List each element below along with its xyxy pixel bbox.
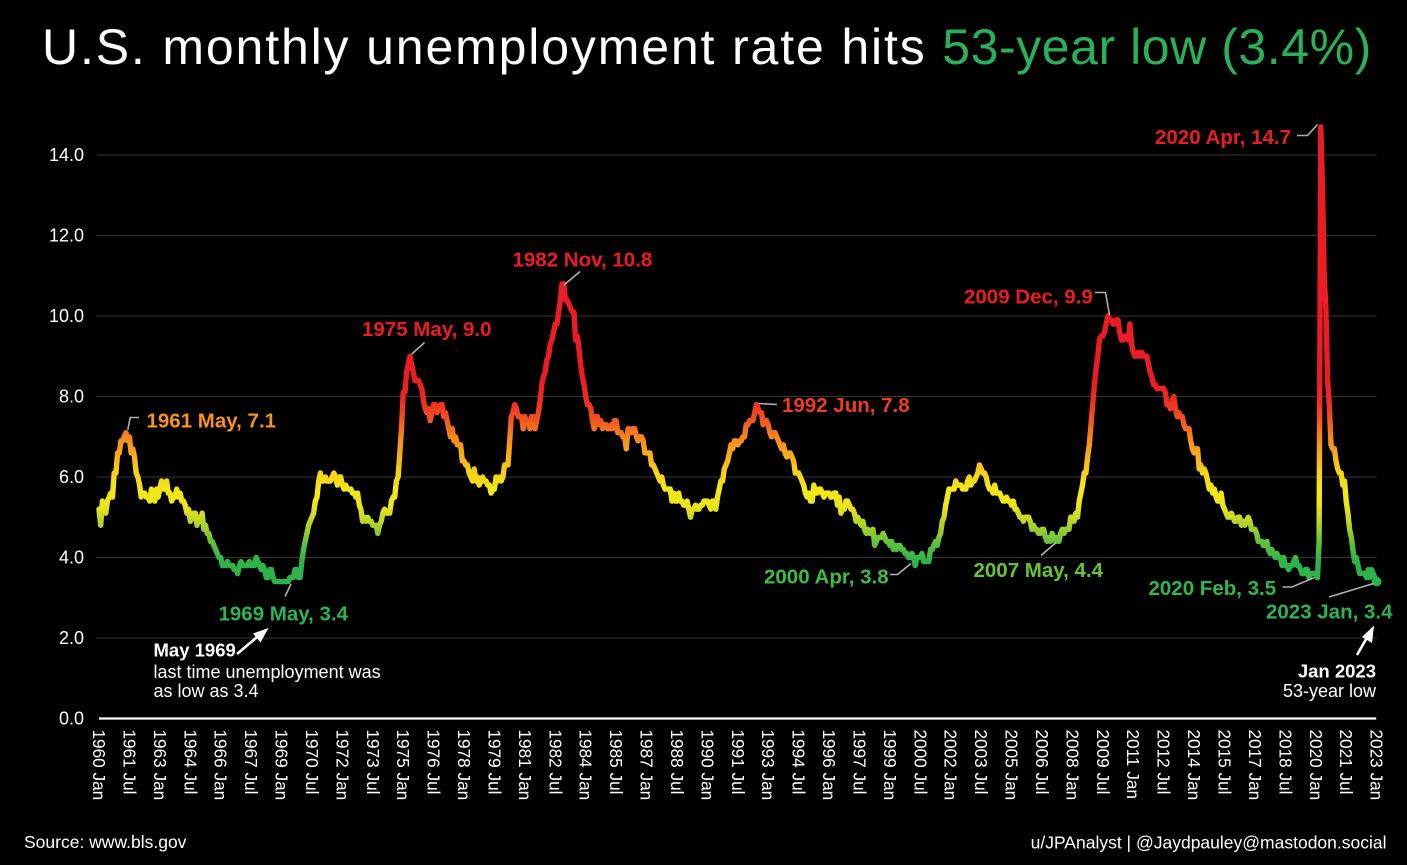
svg-text:1966 Jan: 1966 Jan <box>211 730 231 801</box>
svg-text:2008 Jan: 2008 Jan <box>1062 730 1082 801</box>
svg-text:1981 Jan: 1981 Jan <box>515 730 535 801</box>
svg-text:2023 Jan, 3.4: 2023 Jan, 3.4 <box>1266 601 1393 624</box>
svg-text:1975 May, 9.0: 1975 May, 9.0 <box>362 318 492 341</box>
svg-text:1984 Jan: 1984 Jan <box>576 730 596 801</box>
svg-text:1996 Jan: 1996 Jan <box>819 730 839 801</box>
svg-text:1992 Jun, 7.8: 1992 Jun, 7.8 <box>782 394 910 417</box>
svg-text:1960 Jan: 1960 Jan <box>89 730 109 801</box>
svg-text:1993 Jan: 1993 Jan <box>758 730 778 801</box>
svg-text:1988 Jul: 1988 Jul <box>667 730 687 795</box>
svg-text:0.0: 0.0 <box>59 709 84 729</box>
svg-text:53-year low: 53-year low <box>1283 681 1377 701</box>
svg-text:Jan 2023: Jan 2023 <box>1298 661 1376 682</box>
svg-text:2009 Jul: 2009 Jul <box>1093 730 1113 795</box>
svg-text:12.0: 12.0 <box>49 226 84 246</box>
svg-text:1961 Jul: 1961 Jul <box>119 730 139 795</box>
svg-text:1967 Jul: 1967 Jul <box>241 730 261 795</box>
svg-text:1978 Jan: 1978 Jan <box>454 730 474 801</box>
svg-text:as low as 3.4: as low as 3.4 <box>154 681 259 701</box>
svg-text:2020 Jan: 2020 Jan <box>1306 730 1326 801</box>
svg-text:1963 Jan: 1963 Jan <box>150 730 170 801</box>
svg-text:2007 May, 4.4: 2007 May, 4.4 <box>974 559 1104 582</box>
svg-text:1964 Jul: 1964 Jul <box>180 730 200 795</box>
svg-text:1979 Jul: 1979 Jul <box>484 730 504 795</box>
svg-text:1969 May, 3.4: 1969 May, 3.4 <box>219 603 349 626</box>
svg-text:2014 Jan: 2014 Jan <box>1184 730 1204 801</box>
svg-text:1999 Jan: 1999 Jan <box>880 730 900 801</box>
svg-text:last time unemployment was: last time unemployment was <box>154 662 381 682</box>
svg-text:1972 Jan: 1972 Jan <box>332 730 352 801</box>
svg-text:u/JPAnalyst | @Jaydpauley@mast: u/JPAnalyst | @Jaydpauley@mastodon.socia… <box>1031 833 1387 853</box>
svg-text:1973 Jul: 1973 Jul <box>363 730 383 795</box>
svg-text:2006 Jul: 2006 Jul <box>1032 730 1052 795</box>
svg-text:1987 Jan: 1987 Jan <box>637 730 657 801</box>
svg-text:1990 Jan: 1990 Jan <box>697 730 717 801</box>
svg-text:2017 Jan: 2017 Jan <box>1245 730 1265 801</box>
svg-text:1961 May, 7.1: 1961 May, 7.1 <box>147 410 277 433</box>
svg-text:14.0: 14.0 <box>49 145 84 165</box>
svg-text:2012 Jul: 2012 Jul <box>1154 730 1174 795</box>
svg-text:1985 Jul: 1985 Jul <box>606 730 626 795</box>
svg-text:1975 Jan: 1975 Jan <box>393 730 413 801</box>
svg-text:1982 Jul: 1982 Jul <box>545 730 565 795</box>
svg-text:U.S. monthly unemployment rate: U.S. monthly unemployment rate hits 53-y… <box>42 19 1372 75</box>
svg-text:1969 Jan: 1969 Jan <box>272 730 292 801</box>
svg-text:2011 Jan: 2011 Jan <box>1123 730 1143 799</box>
svg-text:2000 Jul: 2000 Jul <box>910 730 930 795</box>
svg-text:8.0: 8.0 <box>59 387 84 407</box>
svg-text:2002 Jan: 2002 Jan <box>941 730 961 801</box>
svg-text:10.0: 10.0 <box>49 306 84 326</box>
svg-text:1997 Jul: 1997 Jul <box>850 730 870 795</box>
svg-text:2009 Dec, 9.9: 2009 Dec, 9.9 <box>964 286 1093 309</box>
svg-text:Source: www.bls.gov: Source: www.bls.gov <box>24 832 187 852</box>
svg-text:1976 Jul: 1976 Jul <box>424 730 444 795</box>
svg-text:1994 Jul: 1994 Jul <box>789 730 809 795</box>
svg-text:May 1969: May 1969 <box>154 640 236 661</box>
svg-text:1982 Nov, 10.8: 1982 Nov, 10.8 <box>513 249 653 272</box>
svg-text:1991 Jul: 1991 Jul <box>728 730 748 795</box>
svg-text:2023 Jan: 2023 Jan <box>1367 730 1387 801</box>
svg-text:2003 Jul: 2003 Jul <box>971 730 991 795</box>
svg-text:2000 Apr, 3.8: 2000 Apr, 3.8 <box>764 566 889 589</box>
svg-text:2015 Jul: 2015 Jul <box>1215 730 1235 795</box>
svg-text:2020 Apr, 14.7: 2020 Apr, 14.7 <box>1155 126 1291 149</box>
svg-text:1970 Jul: 1970 Jul <box>302 730 322 795</box>
svg-text:2005 Jan: 2005 Jan <box>1002 730 1022 801</box>
svg-text:2021 Jul: 2021 Jul <box>1336 730 1356 795</box>
svg-text:6.0: 6.0 <box>59 467 84 487</box>
svg-text:2.0: 2.0 <box>59 628 84 648</box>
svg-text:2018 Jul: 2018 Jul <box>1275 730 1295 795</box>
svg-text:4.0: 4.0 <box>59 548 84 568</box>
svg-text:2020 Feb, 3.5: 2020 Feb, 3.5 <box>1149 577 1277 600</box>
